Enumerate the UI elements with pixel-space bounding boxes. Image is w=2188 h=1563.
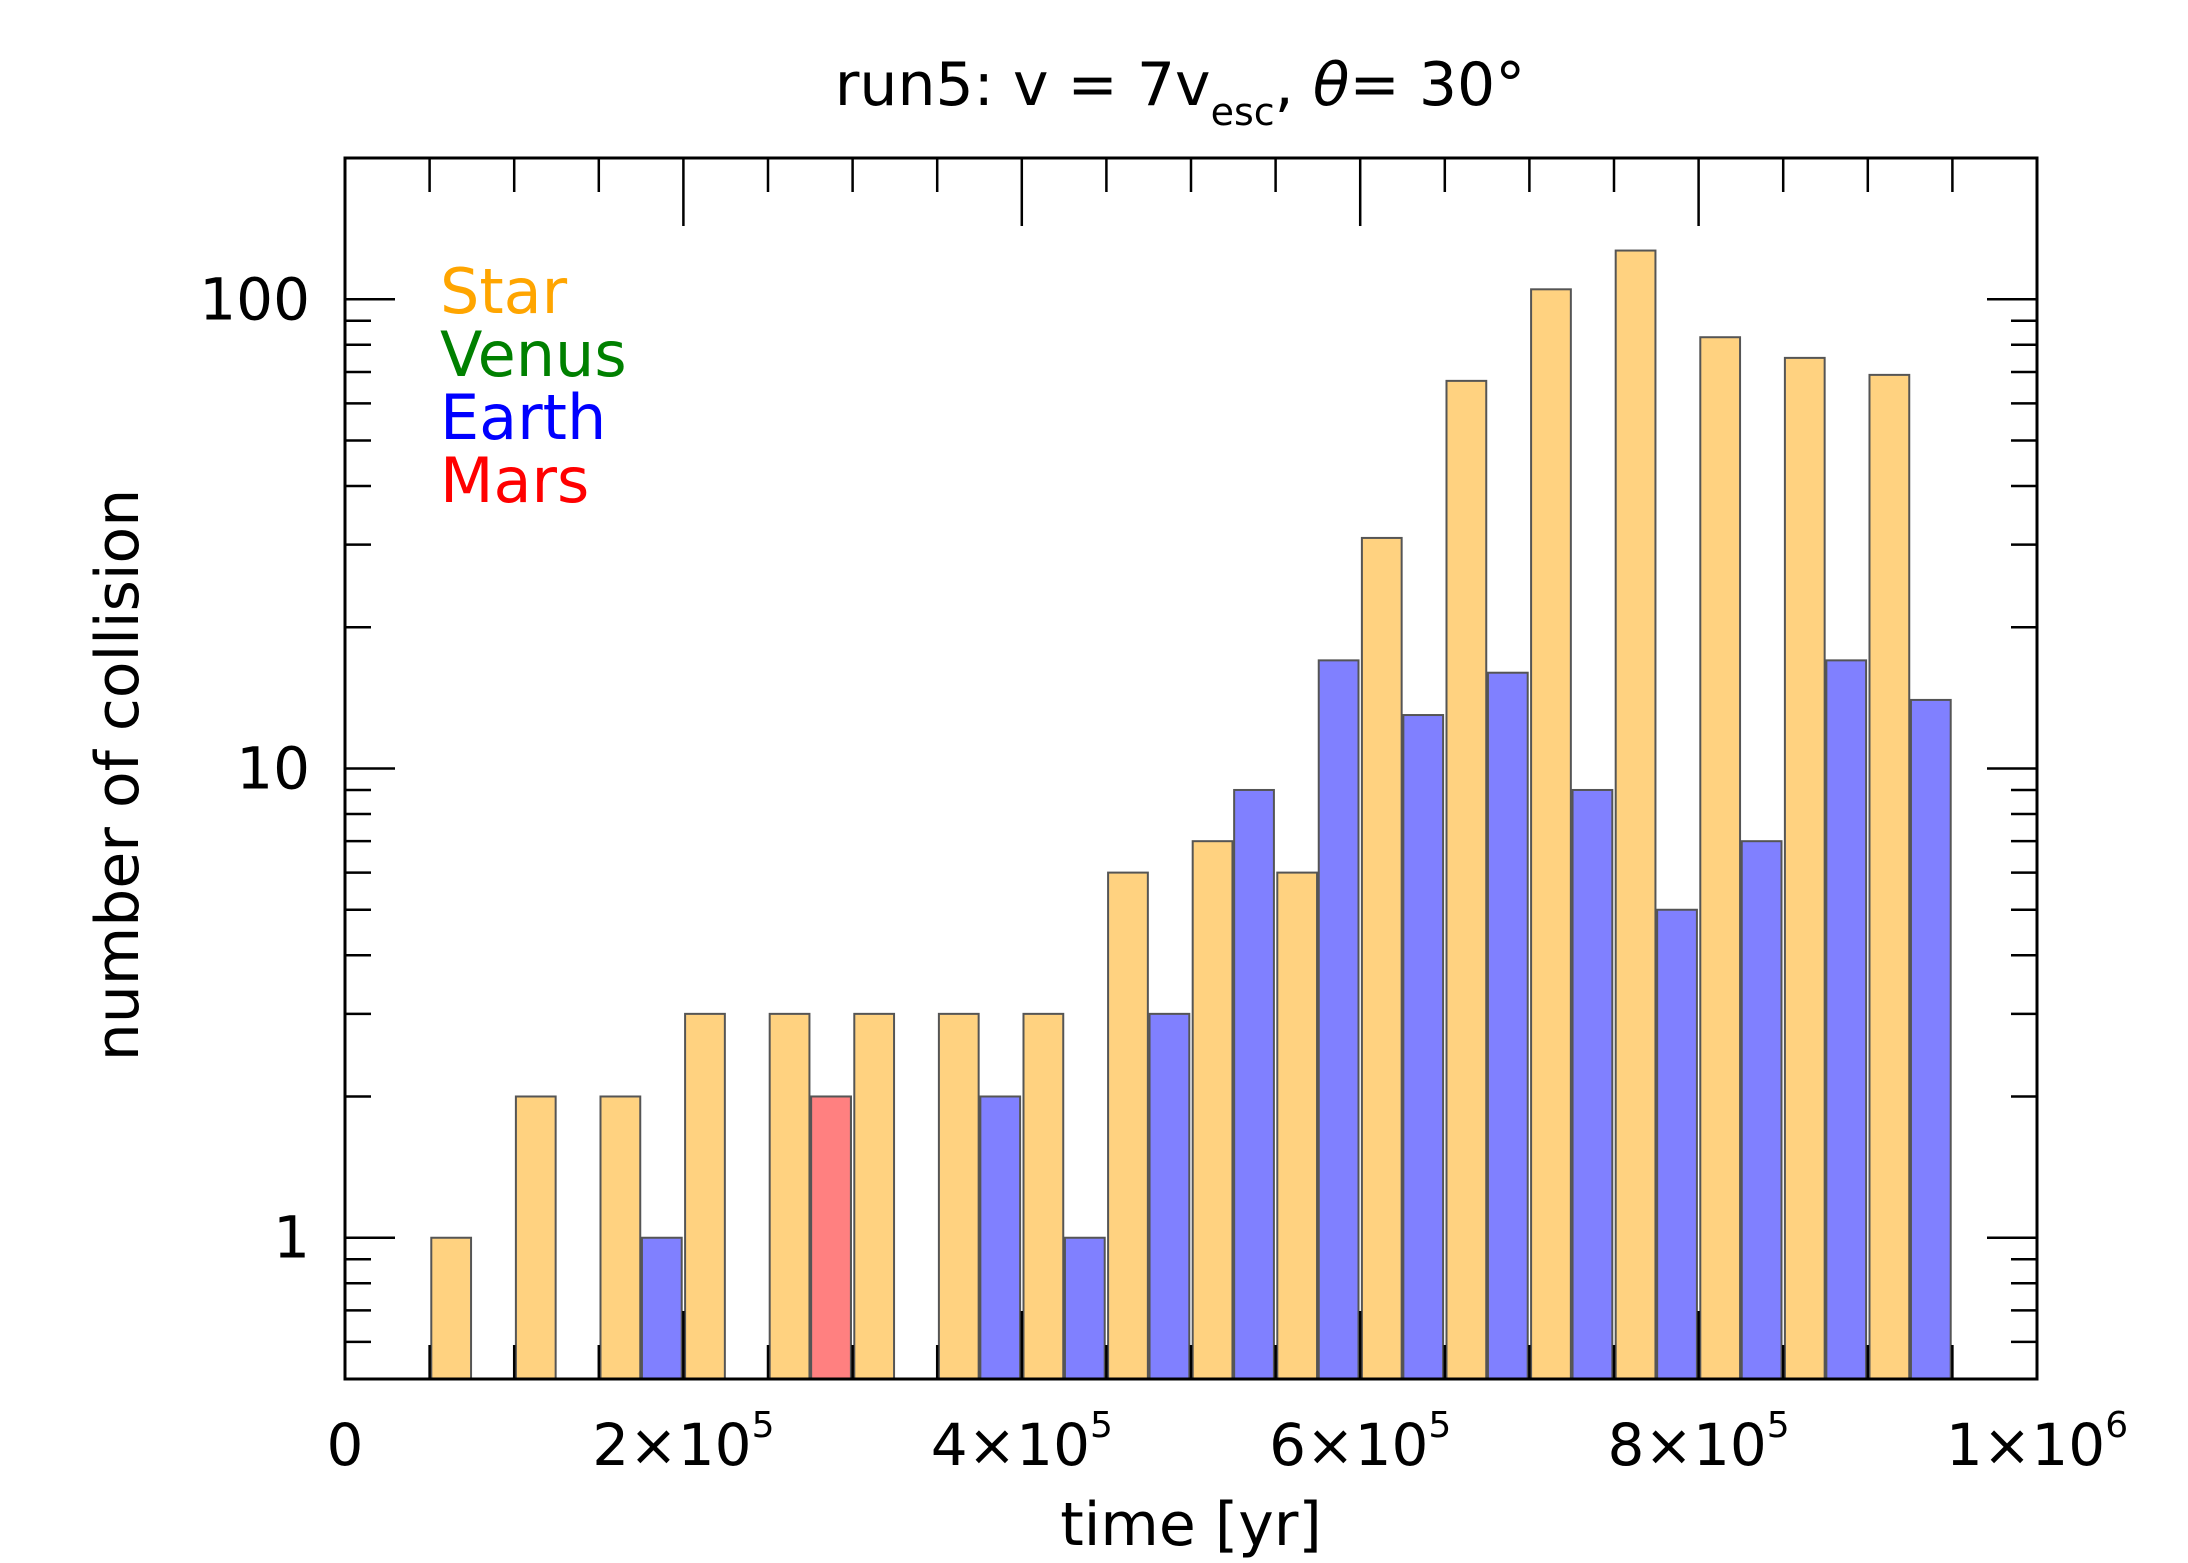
x-tick-label: 6×105 bbox=[1269, 1405, 1451, 1479]
legend-entry-earth: Earth bbox=[440, 381, 606, 454]
y-tick-label: 10 bbox=[236, 735, 310, 803]
bar-earth bbox=[1825, 659, 1868, 1380]
chart-title: run5: v = 7vesc, θ= 30° bbox=[835, 50, 1525, 134]
bar-star bbox=[1445, 379, 1488, 1380]
chart-title-rest: = 30° bbox=[1350, 50, 1526, 120]
bar-star bbox=[1360, 536, 1403, 1380]
bar-earth bbox=[1063, 1236, 1106, 1381]
bar-earth bbox=[1486, 671, 1529, 1380]
bar-star bbox=[599, 1095, 642, 1380]
bar-star bbox=[1276, 871, 1319, 1381]
chart-title-suffix: , bbox=[1275, 50, 1313, 120]
x-tick-label: 1×106 bbox=[1946, 1405, 2128, 1479]
bar-star bbox=[1191, 840, 1234, 1380]
chart-title-subscript: esc bbox=[1211, 90, 1275, 134]
bar-star bbox=[768, 1012, 811, 1380]
bar-star bbox=[430, 1236, 473, 1381]
bar-earth bbox=[640, 1236, 683, 1381]
bar-star bbox=[514, 1095, 557, 1380]
plot-frame bbox=[343, 156, 2039, 1381]
x-axis-label: time [yr] bbox=[1060, 1490, 1322, 1560]
bars-layer bbox=[430, 249, 1952, 1381]
bar-earth bbox=[1233, 788, 1275, 1380]
bar-mars bbox=[810, 1095, 852, 1380]
x-tick-label: 4×105 bbox=[931, 1405, 1113, 1479]
bar-star bbox=[1107, 871, 1149, 1381]
x-tick-label: 2×105 bbox=[592, 1405, 774, 1479]
bar-earth bbox=[1909, 698, 1952, 1380]
x-tick-label: 8×105 bbox=[1607, 1405, 1789, 1479]
bar-star bbox=[1022, 1012, 1065, 1380]
chart-title-theta: θ bbox=[1313, 50, 1350, 120]
bar-earth bbox=[1571, 788, 1614, 1380]
y-tick-label: 100 bbox=[199, 265, 310, 333]
legend-entry-star: Star bbox=[440, 255, 568, 328]
bar-star bbox=[684, 1012, 726, 1380]
bar-star bbox=[1699, 336, 1742, 1380]
bar-star bbox=[937, 1012, 980, 1380]
bar-star bbox=[1530, 288, 1572, 1380]
bar-earth bbox=[1148, 1012, 1191, 1380]
bar-earth bbox=[1740, 840, 1783, 1380]
bar-earth bbox=[1317, 659, 1360, 1380]
bar-star bbox=[1614, 249, 1657, 1381]
x-tick-label: 0 bbox=[327, 1411, 364, 1479]
bar-earth bbox=[1402, 714, 1445, 1380]
bar-star bbox=[1868, 373, 1911, 1380]
legend-entry-venus: Venus bbox=[440, 318, 627, 391]
bar-earth bbox=[1656, 908, 1698, 1380]
tick-labels-layer: 0 2×105 4×105 6×105 8×105 1×106 1 10 100 bbox=[199, 265, 2128, 1479]
chart-title-prefix: run5: v = 7v bbox=[835, 50, 1211, 120]
bar-earth bbox=[979, 1095, 1022, 1380]
legend-entry-mars: Mars bbox=[440, 444, 589, 517]
bar-star bbox=[853, 1012, 896, 1380]
y-tick-label: 1 bbox=[273, 1204, 310, 1272]
bar-star bbox=[1783, 356, 1826, 1380]
y-axis-label: number of collision bbox=[83, 489, 153, 1062]
